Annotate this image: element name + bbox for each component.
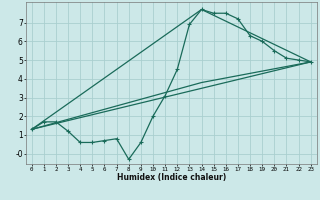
X-axis label: Humidex (Indice chaleur): Humidex (Indice chaleur) [116,173,226,182]
